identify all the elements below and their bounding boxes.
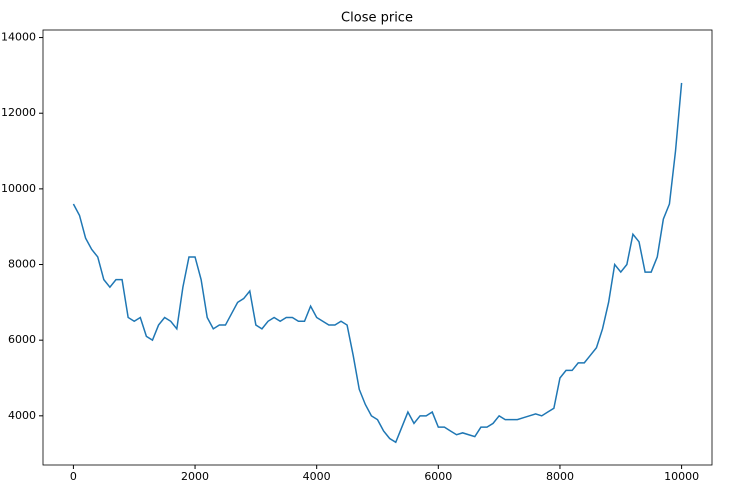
x-tick-label: 6000 [424, 470, 452, 483]
chart-title: Close price [341, 11, 413, 26]
y-tick-label: 10000 [1, 182, 36, 195]
y-tick-label: 14000 [1, 31, 36, 44]
y-tick-label: 8000 [8, 258, 36, 271]
x-tick-label: 0 [70, 470, 77, 483]
x-tick-label: 8000 [546, 470, 574, 483]
y-tick-label: 6000 [8, 333, 36, 346]
line [72, 82, 683, 444]
x-tick-label: 10000 [664, 470, 699, 483]
x-tick-label: 4000 [303, 470, 331, 483]
y-tick-label: 12000 [1, 106, 36, 119]
axes-frame [42, 29, 713, 466]
x-tick-label: 2000 [181, 470, 209, 483]
y-tick-label: 4000 [8, 409, 36, 422]
